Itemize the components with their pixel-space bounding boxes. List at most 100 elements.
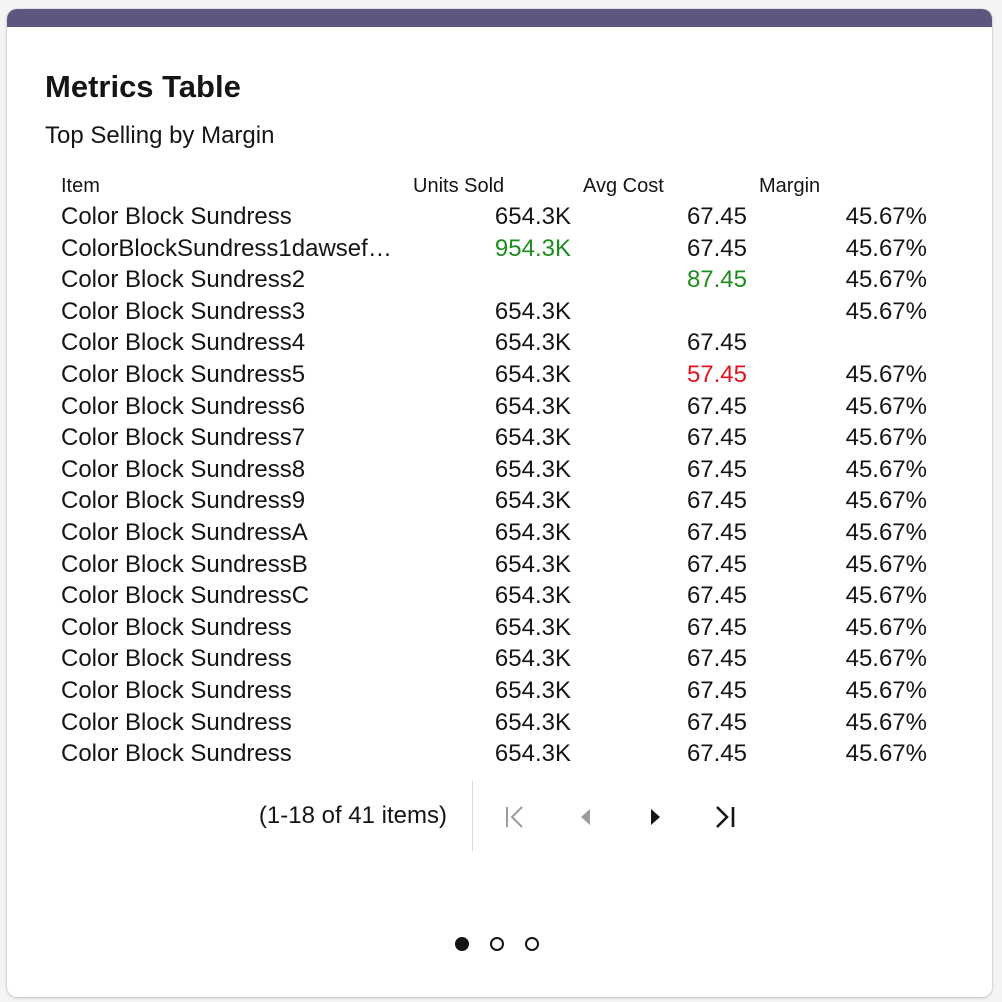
pagination-divider: [472, 781, 473, 851]
card-title: Metrics Table: [45, 69, 241, 104]
cell-units-sold: 654.3K: [494, 203, 571, 230]
cell-avg-cost: 67.45: [686, 740, 747, 768]
cell-avg-cost: 67.45: [686, 582, 747, 610]
last-page-button[interactable]: [707, 801, 743, 833]
cell-item: Color Block Sundress: [61, 203, 292, 230]
table-row[interactable]: Color Block Sundress7 654.3K 67.45 45.67%: [53, 422, 931, 454]
column-header-item[interactable]: Item: [61, 175, 100, 197]
cell-units-sold: 654.3K: [494, 297, 571, 325]
cell-item: Color Block Sundress9: [61, 487, 306, 515]
cell-avg-cost: 67.45: [686, 676, 747, 704]
cell-units-sold: 654.3K: [494, 424, 571, 452]
table-row[interactable]: Color Block Sundress8 654.3K 67.45 45.67%: [53, 454, 931, 486]
cell-units-sold: 654.3K: [494, 740, 571, 768]
cell-item: Color Block SundressA: [61, 518, 308, 546]
table-row[interactable]: Color Block Sundress4 654.3K 67.45: [53, 327, 931, 359]
cell-avg-cost: 87.45: [686, 266, 747, 294]
cell-item: Color Block Sundress7: [61, 424, 306, 452]
cell-margin: 45.67%: [845, 518, 927, 546]
table-row[interactable]: Color Block Sundress 654.3K 67.45 45.67%: [53, 612, 931, 644]
cell-units-sold: 654.3K: [494, 708, 571, 736]
table-row[interactable]: Color Block Sundress3 654.3K 45.67%: [53, 296, 931, 328]
cell-margin: 45.67%: [845, 203, 927, 230]
first-page-button[interactable]: [497, 801, 533, 833]
metrics-table: Item Units Sold Avg Cost Margin Color Bl…: [53, 171, 931, 770]
carousel-dot[interactable]: [490, 937, 504, 951]
table-row[interactable]: Color Block Sundress 654.3K 67.45 45.67%: [53, 707, 931, 739]
previous-page-icon: [581, 809, 590, 825]
cell-units-sold: [405, 264, 575, 296]
table-row[interactable]: Color Block Sundress 654.3K 67.45 45.67%: [53, 675, 931, 707]
cell-units-sold: 654.3K: [494, 676, 571, 704]
cell-units-sold: 654.3K: [494, 518, 571, 546]
carousel-dot[interactable]: [525, 937, 539, 951]
cell-avg-cost: 67.45: [686, 424, 747, 452]
cell-item: Color Block Sundress: [61, 708, 292, 736]
cell-item: Color Block Sundress: [61, 676, 292, 704]
cell-margin: 45.67%: [845, 455, 927, 483]
cell-avg-cost: 67.45: [686, 329, 747, 357]
table-row[interactable]: Color Block SundressC 654.3K 67.45 45.67%: [53, 580, 931, 612]
cell-avg-cost: 67.45: [686, 550, 747, 578]
table-row[interactable]: Color Block Sundress 654.3K 67.45 45.67%: [53, 643, 931, 675]
cell-units-sold: 954.3K: [494, 234, 571, 262]
table-row[interactable]: Color Block SundressB 654.3K 67.45 45.67%: [53, 549, 931, 581]
cell-margin: 45.67%: [845, 424, 927, 452]
cell-margin: 45.67%: [845, 234, 927, 262]
cell-avg-cost: 67.45: [686, 518, 747, 546]
cell-margin: 45.67%: [845, 582, 927, 610]
table-row[interactable]: Color Block Sundress2 87.45 45.67%: [53, 264, 931, 296]
table-row[interactable]: Color Block Sundress 654.3K 67.45 45.67%: [53, 738, 931, 770]
table-row[interactable]: Color Block SundressA 654.3K 67.45 45.67%: [53, 517, 931, 549]
cell-item: Color Block Sundress2: [61, 266, 306, 294]
cell-avg-cost: 67.45: [686, 234, 747, 262]
cell-units-sold: 654.3K: [494, 329, 571, 357]
cell-item: Color Block Sundress6: [61, 392, 306, 420]
cell-margin: 45.67%: [845, 613, 927, 641]
cell-margin: 45.67%: [845, 487, 927, 515]
cell-units-sold: 654.3K: [494, 455, 571, 483]
table-header-row: Item Units Sold Avg Cost Margin: [53, 171, 931, 201]
cell-margin: 45.67%: [845, 708, 927, 736]
cell-avg-cost: 67.45: [686, 487, 747, 515]
table-row[interactable]: Color Block Sundress9 654.3K 67.45 45.67%: [53, 485, 931, 517]
last-page-icon: [716, 806, 735, 828]
cell-margin: 45.67%: [845, 645, 927, 673]
carousel-dot[interactable]: [455, 937, 469, 951]
card-accent-bar: [7, 9, 992, 27]
cell-units-sold: 654.3K: [494, 613, 571, 641]
cell-margin: 45.67%: [845, 360, 927, 388]
table-row[interactable]: Color Block Sundress 654.3K 67.45 45.67%: [53, 201, 931, 233]
previous-page-button[interactable]: [568, 801, 604, 833]
first-page-icon: [506, 806, 523, 828]
cell-item: Color Block Sundress5: [61, 360, 306, 388]
next-page-button[interactable]: [637, 801, 673, 833]
cell-avg-cost: [575, 296, 751, 328]
cell-item: Color Block Sundress4: [61, 329, 306, 357]
cell-item: ColorBlockSundress1dawsefasdfsadfsadf: [61, 234, 405, 262]
cell-item: Color Block Sundress8: [61, 455, 306, 483]
cell-item: Color Block Sundress: [61, 740, 292, 768]
column-header-avg-cost[interactable]: Avg Cost: [583, 175, 664, 197]
cell-avg-cost: 67.45: [686, 613, 747, 641]
column-header-margin[interactable]: Margin: [759, 175, 821, 197]
cell-margin: 45.67%: [845, 676, 927, 704]
cell-avg-cost: 67.45: [686, 203, 747, 230]
carousel-indicator: [7, 937, 992, 953]
pagination-info: (1-18 of 41 items): [258, 802, 447, 829]
cell-margin: 45.67%: [845, 297, 927, 325]
cell-item: Color Block Sundress: [61, 613, 292, 641]
table-row[interactable]: Color Block Sundress6 654.3K 67.45 45.67%: [53, 391, 931, 423]
cell-avg-cost: 67.45: [686, 645, 747, 673]
pagination-bar: (1-18 of 41 items): [7, 781, 992, 851]
cell-item: Color Block SundressB: [61, 550, 308, 578]
cell-units-sold: 654.3K: [494, 487, 571, 515]
table-row[interactable]: Color Block Sundress5 654.3K 57.45 45.67%: [53, 359, 931, 391]
cell-avg-cost: 67.45: [686, 455, 747, 483]
cell-units-sold: 654.3K: [494, 582, 571, 610]
table-body: Color Block Sundress 654.3K 67.45 45.67% Col…: [53, 201, 931, 770]
table-row[interactable]: ColorBlockSundress1dawsefasdfsadfsadf 954…: [53, 233, 931, 265]
column-header-units-sold[interactable]: Units Sold: [413, 175, 505, 197]
cell-units-sold: 654.3K: [494, 550, 571, 578]
cell-avg-cost: 67.45: [686, 708, 747, 736]
